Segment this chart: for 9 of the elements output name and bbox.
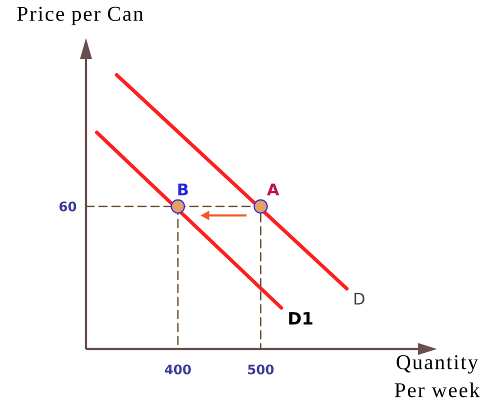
series-label: D1 — [289, 312, 312, 324]
x-tick-label: 500 — [248, 364, 274, 374]
y-axis-title: Price per Can — [17, 6, 144, 26]
x-tick-label: 400 — [164, 364, 191, 374]
x-axis-title: Quantity Per week — [394, 355, 480, 398]
series-label: D — [354, 292, 364, 305]
annotation: 60 — [60, 202, 76, 212]
annotation: B — [178, 184, 188, 196]
annotation: A — [266, 184, 280, 196]
